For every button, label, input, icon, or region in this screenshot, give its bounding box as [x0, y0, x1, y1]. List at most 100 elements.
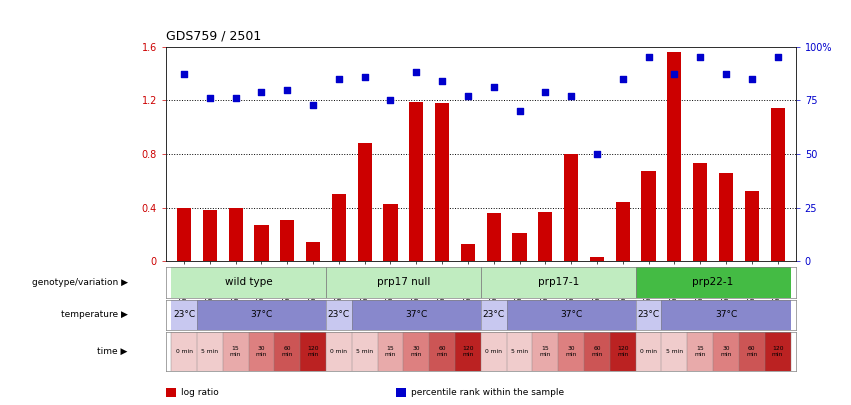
Bar	[610, 332, 636, 371]
Bar	[584, 332, 610, 371]
Bar	[661, 300, 791, 330]
Text: 5 min: 5 min	[201, 349, 219, 354]
Bar	[197, 332, 223, 371]
Text: 120
min: 120 min	[462, 346, 474, 356]
Text: 30
min: 30 min	[410, 346, 422, 356]
Text: 37°C: 37°C	[560, 310, 582, 320]
Bar	[171, 267, 326, 298]
Bar	[177, 207, 191, 261]
Point	[177, 71, 191, 78]
Bar	[300, 332, 326, 371]
Bar	[171, 332, 197, 371]
Bar	[357, 143, 372, 261]
Bar	[558, 332, 584, 371]
Bar	[590, 257, 604, 261]
Point	[254, 88, 268, 95]
Text: 120
min: 120 min	[307, 346, 319, 356]
Bar	[765, 332, 791, 371]
Bar	[223, 332, 248, 371]
Bar	[326, 267, 481, 298]
Text: 30
min: 30 min	[720, 346, 732, 356]
Text: 60
min: 60 min	[591, 346, 603, 356]
Bar	[770, 108, 785, 261]
Bar	[661, 332, 688, 371]
Bar	[636, 332, 661, 371]
Text: prp22-1: prp22-1	[693, 277, 734, 288]
Bar	[481, 267, 636, 298]
Text: 15
min: 15 min	[230, 346, 242, 356]
Point	[590, 151, 603, 157]
Bar	[564, 154, 578, 261]
Bar	[636, 300, 661, 330]
Point	[358, 73, 372, 80]
Text: 0 min: 0 min	[640, 349, 657, 354]
Bar	[745, 192, 759, 261]
Bar	[384, 204, 397, 261]
Text: 60
min: 60 min	[437, 346, 448, 356]
Text: time ▶: time ▶	[97, 347, 128, 356]
Bar	[254, 225, 269, 261]
Bar	[326, 300, 351, 330]
Bar	[274, 332, 300, 371]
Bar	[487, 213, 501, 261]
Bar	[460, 244, 475, 261]
Bar	[171, 300, 197, 330]
Bar	[667, 52, 682, 261]
Text: 23°C: 23°C	[637, 310, 660, 320]
Text: wild type: wild type	[225, 277, 272, 288]
Point	[461, 93, 475, 99]
Bar	[506, 300, 636, 330]
Bar	[197, 300, 326, 330]
Text: percentile rank within the sample: percentile rank within the sample	[411, 388, 564, 397]
Text: 15
min: 15 min	[694, 346, 705, 356]
Bar	[506, 332, 533, 371]
Text: 0 min: 0 min	[330, 349, 347, 354]
Text: 60
min: 60 min	[746, 346, 757, 356]
Text: GDS759 / 2501: GDS759 / 2501	[166, 30, 261, 43]
Text: 37°C: 37°C	[405, 310, 427, 320]
Bar	[615, 202, 630, 261]
Bar	[512, 233, 527, 261]
Point	[409, 69, 423, 76]
Point	[203, 95, 217, 101]
Text: 5 min: 5 min	[511, 349, 528, 354]
Text: 0 min: 0 min	[175, 349, 192, 354]
Bar	[306, 243, 320, 261]
Bar	[248, 332, 274, 371]
Text: prp17 null: prp17 null	[377, 277, 430, 288]
Text: log ratio: log ratio	[181, 388, 219, 397]
Text: 37°C: 37°C	[250, 310, 272, 320]
Point	[616, 75, 630, 82]
Text: 120
min: 120 min	[617, 346, 629, 356]
Bar	[533, 332, 558, 371]
Text: 15
min: 15 min	[540, 346, 551, 356]
Bar	[713, 332, 739, 371]
Bar	[481, 332, 506, 371]
Bar	[455, 332, 481, 371]
Point	[667, 71, 681, 78]
Bar	[378, 332, 403, 371]
Bar	[636, 267, 791, 298]
Text: prp17-1: prp17-1	[538, 277, 579, 288]
Text: 23°C: 23°C	[173, 310, 195, 320]
Bar	[693, 163, 707, 261]
Bar	[688, 332, 713, 371]
Text: 23°C: 23°C	[328, 310, 350, 320]
Text: temperature ▶: temperature ▶	[60, 310, 128, 320]
Bar	[229, 207, 243, 261]
Point	[512, 108, 526, 114]
Text: 0 min: 0 min	[485, 349, 502, 354]
Bar	[280, 220, 294, 261]
Text: 15
min: 15 min	[385, 346, 397, 356]
Point	[539, 88, 552, 95]
Bar	[481, 300, 506, 330]
Point	[719, 71, 733, 78]
Bar	[719, 173, 733, 261]
Bar	[403, 332, 429, 371]
Point	[642, 54, 655, 61]
Text: 23°C: 23°C	[483, 310, 505, 320]
Bar	[409, 102, 424, 261]
Point	[306, 101, 320, 108]
Point	[487, 84, 500, 91]
Text: 5 min: 5 min	[356, 349, 374, 354]
